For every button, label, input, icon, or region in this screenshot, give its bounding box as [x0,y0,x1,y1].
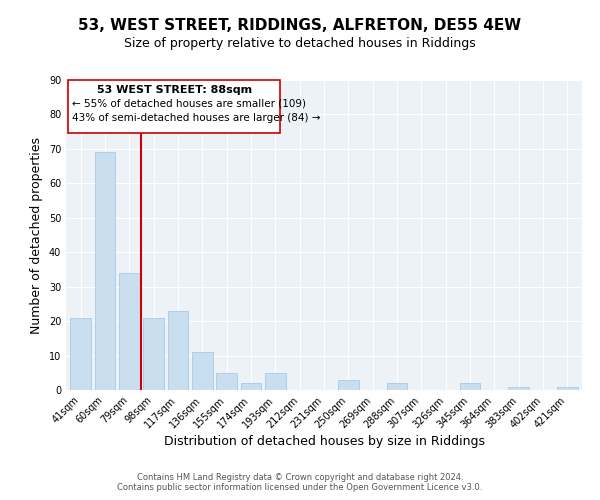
Bar [460,383,481,390]
Text: ← 55% of detached houses are smaller (109): ← 55% of detached houses are smaller (10… [72,99,306,109]
Text: 53 WEST STREET: 88sqm: 53 WEST STREET: 88sqm [97,85,252,95]
Bar [265,373,286,390]
Bar [143,318,164,390]
Bar [216,373,237,390]
Text: Contains public sector information licensed under the Open Government Licence v3: Contains public sector information licen… [118,484,482,492]
Bar [95,152,115,390]
Text: 53, WEST STREET, RIDDINGS, ALFRETON, DE55 4EW: 53, WEST STREET, RIDDINGS, ALFRETON, DE5… [79,18,521,32]
Bar [192,352,212,390]
Bar [338,380,359,390]
Bar [241,383,262,390]
Bar [167,311,188,390]
Bar [508,386,529,390]
Text: Contains HM Land Registry data © Crown copyright and database right 2024.: Contains HM Land Registry data © Crown c… [137,474,463,482]
Bar [119,273,140,390]
X-axis label: Distribution of detached houses by size in Riddings: Distribution of detached houses by size … [163,436,485,448]
Bar [386,383,407,390]
Bar [557,386,578,390]
Text: 43% of semi-detached houses are larger (84) →: 43% of semi-detached houses are larger (… [72,112,320,122]
Bar [70,318,91,390]
FancyBboxPatch shape [68,80,280,134]
Y-axis label: Number of detached properties: Number of detached properties [30,136,43,334]
Text: Size of property relative to detached houses in Riddings: Size of property relative to detached ho… [124,38,476,51]
